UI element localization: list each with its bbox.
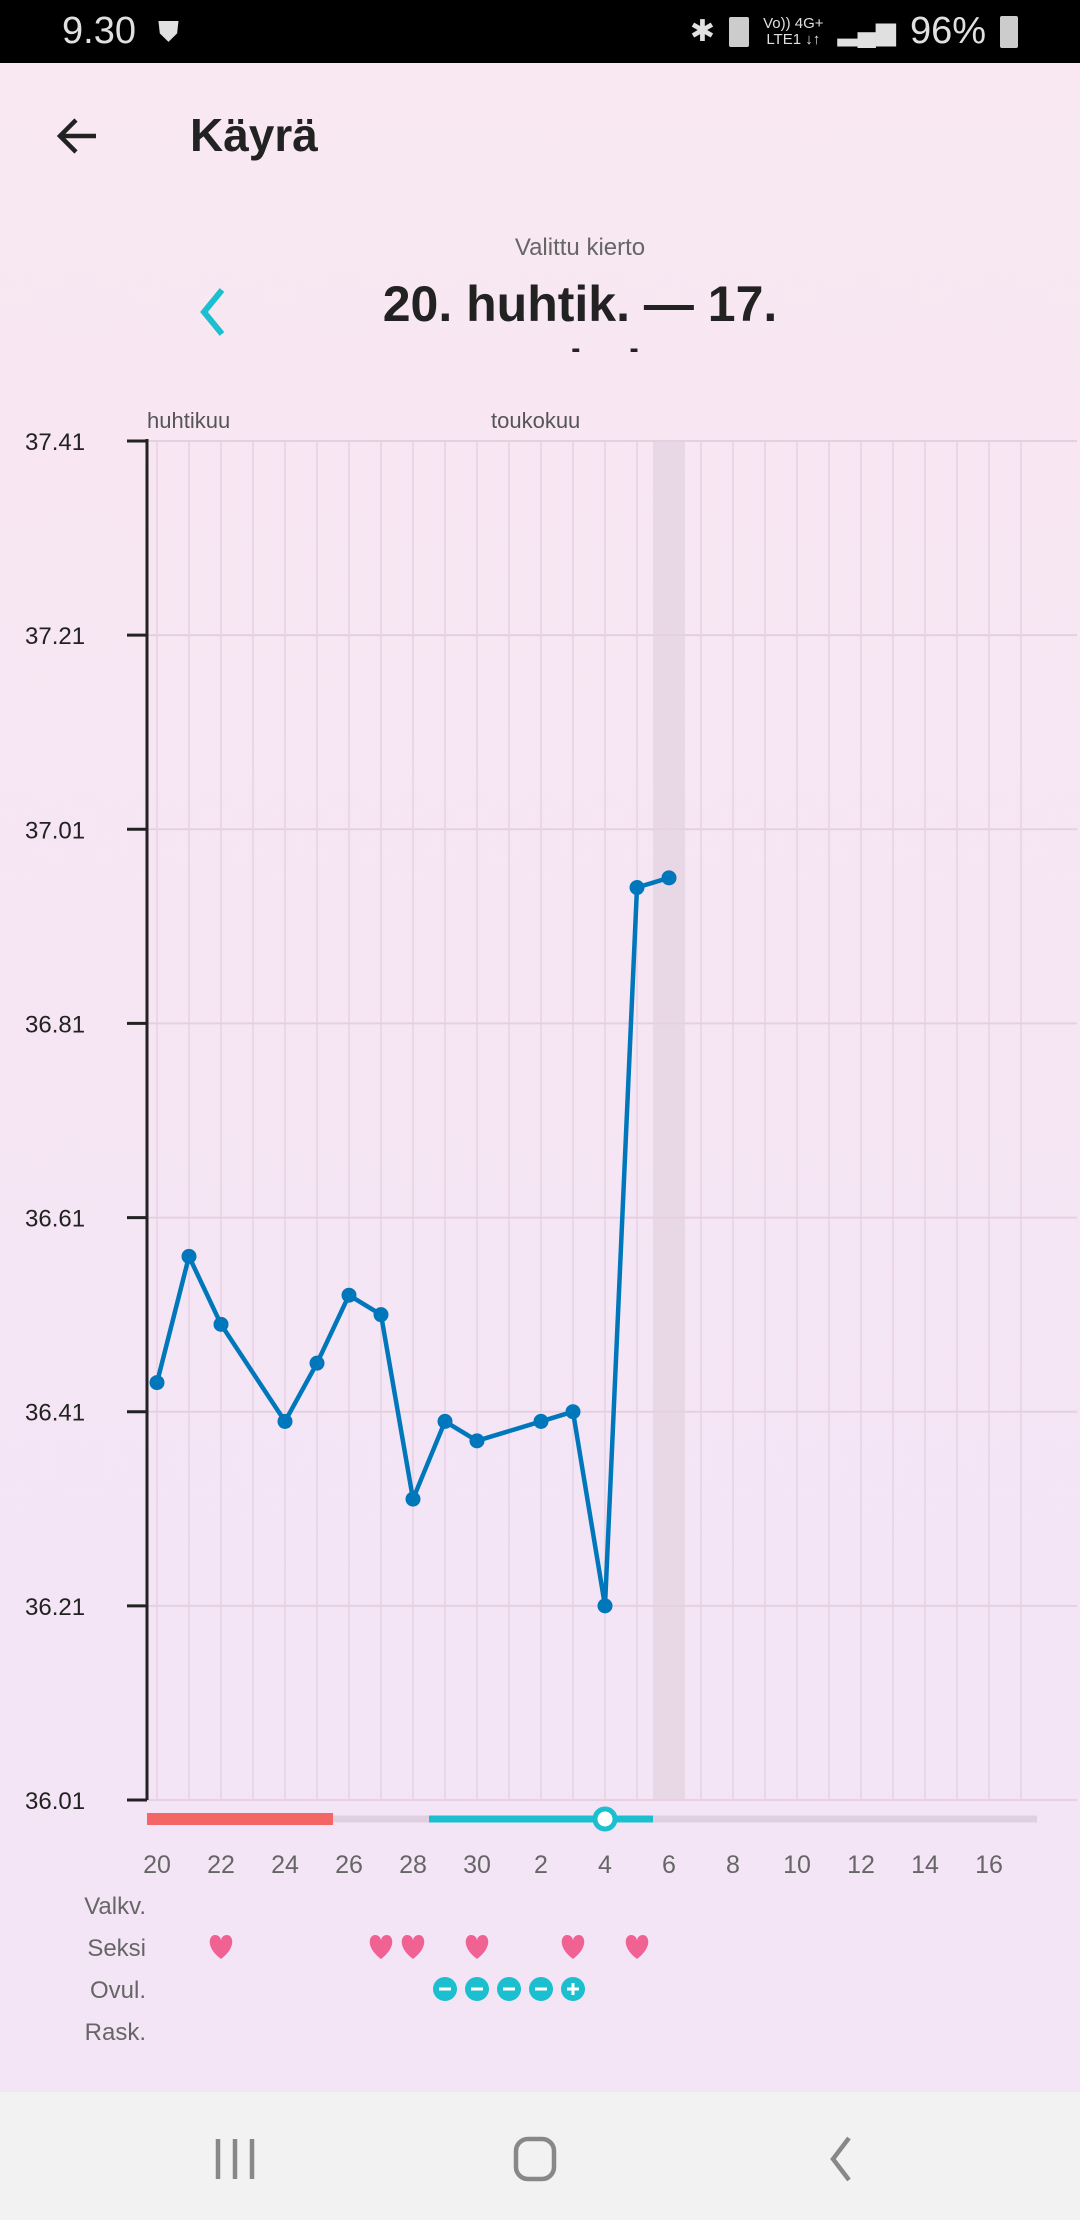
temperature-point: [341, 1287, 357, 1303]
y-tick-label: 36.61: [25, 1206, 85, 1233]
navigation-bar: [0, 2092, 1080, 2220]
home-button[interactable]: [500, 2124, 570, 2194]
month-label: toukokuu: [491, 408, 580, 433]
temperature-point: [437, 1413, 453, 1429]
shield-icon: ⛊: [158, 16, 180, 47]
y-tick-label: 36.21: [25, 1594, 85, 1621]
battery-icon: [1000, 15, 1018, 48]
x-tick-label: 30: [463, 1851, 491, 1879]
y-tick-label: 37.01: [25, 817, 85, 844]
temperature-chart[interactable]: 37.41 37.21 37.01 36.81 36.61 36.41 36.21 36.01…: [0, 0, 1080, 2092]
x-tick-label: 14: [911, 1851, 939, 1879]
row-label: Seksi: [87, 1935, 146, 1962]
temperature-point: [597, 1598, 613, 1614]
x-tick-label: 4: [598, 1851, 612, 1879]
battery-level: 96%: [909, 10, 986, 52]
chevron-left-icon: [200, 288, 225, 336]
network-top: Vo)) 4G+: [763, 14, 824, 32]
row-label: Ovul.: [90, 1977, 146, 2004]
temperature-point: [277, 1413, 293, 1429]
back-button[interactable]: [50, 108, 106, 164]
y-tick-label: 36.41: [25, 1400, 85, 1427]
x-tick-label: 28: [399, 1851, 427, 1879]
x-tick-label: 2: [534, 1851, 548, 1879]
y-tick-label: 37.21: [25, 623, 85, 650]
network-indicator: Vo)) 4G+ LTE1 ↓↑: [763, 14, 824, 48]
heart-icon: [401, 1935, 425, 1959]
row-label: Rask.: [85, 2019, 146, 2046]
y-tick-label: 36.81: [25, 1011, 85, 1038]
heart-icon: [561, 1935, 585, 1959]
temperature-point: [213, 1316, 229, 1332]
system-back-button[interactable]: [805, 2124, 875, 2194]
cycle-range: 20. huhtik. — 17. toukok.: [382, 276, 778, 352]
network-bottom: LTE1 ↓↑: [766, 30, 821, 48]
page-title: Käyrä: [190, 109, 318, 161]
x-tick-label: 24: [271, 1851, 299, 1879]
x-tick-label: 22: [207, 1851, 235, 1879]
x-tick-label: 8: [726, 1851, 740, 1879]
temperature-point: [405, 1491, 421, 1507]
previous-cycle-button[interactable]: [190, 282, 240, 342]
x-tick-label: 26: [335, 1851, 363, 1879]
recent-apps-button[interactable]: [200, 2124, 270, 2194]
status-bar: 9.30 ⛊ ✱ Vo)) 4G+ LTE1 ↓↑ ▂▄▆ 96%: [0, 0, 1080, 63]
heart-icon: [209, 1935, 233, 1959]
x-tick-label: 6: [662, 1851, 676, 1879]
temperature-point: [661, 870, 677, 886]
signal-icon: ▂▄▆: [837, 16, 896, 46]
temperature-point: [469, 1433, 485, 1449]
temperature-point: [149, 1375, 165, 1391]
heart-icon: [465, 1935, 489, 1959]
battery-saver-icon: [729, 16, 750, 47]
selected-day-marker: [592, 1806, 618, 1832]
status-time: 9.30: [62, 10, 136, 52]
x-tick-label: 20: [143, 1851, 171, 1879]
cycle-label: Valittu kierto: [514, 234, 646, 261]
heart-icon: [625, 1935, 649, 1959]
row-label: Valkv.: [84, 1893, 146, 1920]
month-label: huhtikuu: [147, 408, 230, 433]
temperature-point: [533, 1413, 549, 1429]
home-icon: [513, 2136, 557, 2182]
x-tick-label: 16: [975, 1851, 1003, 1879]
temperature-point: [181, 1248, 197, 1264]
bluetooth-icon: ✱: [689, 15, 716, 48]
heart-icon: [369, 1935, 393, 1959]
arrow-left-icon: [56, 118, 96, 154]
temperature-point: [629, 880, 645, 896]
temperature-point: [309, 1355, 325, 1371]
x-tick-label: 10: [783, 1851, 811, 1879]
y-tick-label: 37.41: [25, 429, 85, 456]
system-back-icon: [830, 2136, 851, 2182]
recent-apps-icon: [215, 2139, 255, 2179]
x-tick-label: 12: [847, 1851, 875, 1879]
y-tick-label: 36.01: [25, 1788, 85, 1815]
temperature-point: [373, 1307, 389, 1323]
temperature-point: [565, 1404, 581, 1420]
